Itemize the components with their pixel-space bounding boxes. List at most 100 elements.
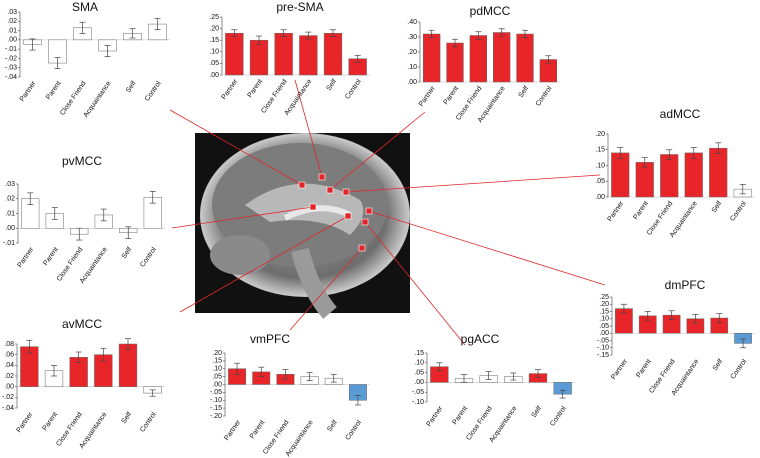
x-tick-label: Partner	[16, 411, 35, 434]
error-bar	[258, 366, 265, 377]
error-bar	[690, 147, 697, 159]
y-tick-label: .00	[407, 79, 417, 86]
x-tick-label: Acquaintance	[669, 200, 699, 239]
y-tick-label: .02	[7, 18, 17, 25]
bar	[611, 152, 630, 198]
error-bar	[428, 29, 435, 39]
bar	[660, 154, 679, 198]
error-bar	[715, 142, 722, 154]
y-tick-label: .05	[212, 373, 222, 380]
y-tick-label: -.03	[5, 65, 17, 72]
error-bar	[149, 389, 156, 397]
y-tick-label: .20	[407, 49, 417, 56]
error-bar	[461, 374, 467, 383]
bar-chart: pre-SMA .00 .05 .10 .15 .20 .25 Partner ParentCl…	[209, 0, 370, 117]
x-tick-label: Control	[730, 358, 749, 381]
bar	[423, 33, 441, 83]
error-bar	[498, 28, 505, 37]
y-tick-label: .15	[209, 37, 219, 44]
y-tick-label: -.04	[5, 74, 17, 81]
x-tick-label: Parent	[452, 405, 470, 426]
x-tick-label: Acquaintance	[79, 246, 109, 285]
error-bar	[75, 351, 82, 364]
y-tick-label: .20	[212, 350, 222, 357]
y-tick-label: -.20	[210, 413, 222, 420]
error-bar	[100, 208, 107, 222]
y-tick-label: .10	[595, 162, 605, 169]
x-tick-label: Parent	[632, 200, 650, 221]
bar	[516, 33, 534, 83]
error-bar	[54, 57, 61, 69]
y-tick-label: .00	[209, 72, 219, 79]
region-markers	[298, 173, 373, 252]
x-tick-label: Close Friend	[465, 405, 494, 442]
y-tick-label: .15	[414, 350, 424, 357]
y-tick-label: .01	[7, 27, 17, 34]
x-tick-label: Self	[517, 85, 530, 99]
x-tick-label: Acquaintance	[488, 405, 518, 444]
error-bar	[76, 227, 83, 241]
error-bar	[129, 28, 136, 39]
x-tick-label: Close Friend	[56, 246, 85, 283]
y-tick-label: .10	[209, 49, 219, 56]
y-tick-label: .00	[599, 330, 609, 337]
error-bar	[666, 149, 673, 160]
error-bar	[104, 45, 111, 57]
y-tick-label: .00	[414, 379, 424, 386]
error-bar	[305, 31, 312, 40]
x-tick-label: Self	[711, 200, 724, 214]
y-tick-label: -.04	[2, 405, 14, 412]
error-bar	[510, 372, 517, 381]
error-bar	[668, 310, 675, 320]
error-bar	[475, 31, 482, 40]
bar	[323, 32, 343, 76]
y-tick-label: .15	[595, 147, 605, 154]
y-tick-label: -.15	[597, 352, 609, 359]
x-tick-label: Partner	[426, 405, 445, 428]
error-bar	[436, 362, 443, 371]
y-tick-label: .01	[5, 210, 15, 217]
bar-chart: vmPFC .20.15.10.05.00-.05-.10-.15-.20Part…	[210, 332, 370, 458]
error-bar	[535, 369, 541, 378]
chart-title: dmPFC	[665, 278, 706, 292]
y-tick-label: .00	[5, 225, 15, 232]
y-tick-label: .03	[5, 181, 15, 188]
bar	[635, 162, 654, 198]
x-tick-label: Close Friend	[260, 78, 289, 115]
bar	[274, 32, 293, 76]
x-tick-label: Parent	[635, 358, 653, 379]
error-bar	[692, 314, 699, 324]
y-tick-label: -.05	[597, 337, 609, 344]
bar	[446, 42, 464, 83]
y-tick-label: .08	[4, 341, 14, 348]
y-tick-label: .30	[407, 34, 417, 41]
error-bar	[282, 369, 289, 380]
x-tick-label: Acquaintance	[283, 78, 313, 117]
y-tick-label: .10	[407, 64, 417, 71]
x-tick-label: Parent	[42, 411, 60, 432]
error-bar	[354, 54, 361, 63]
x-tick-label: Partner	[606, 200, 625, 223]
error-bar	[452, 38, 458, 48]
y-tick-label: .04	[4, 362, 14, 369]
error-bar	[716, 313, 723, 323]
y-tick-label: -.01	[5, 46, 17, 53]
bar	[249, 39, 269, 76]
y-tick-label: .25	[599, 294, 609, 301]
error-bar	[545, 55, 552, 64]
error-bar	[354, 395, 361, 406]
error-bar	[231, 29, 238, 38]
y-tick-label: .15	[212, 358, 222, 365]
error-bar	[280, 29, 287, 38]
x-tick-label: Parent	[247, 78, 265, 99]
chart-title: pre-SMA	[276, 0, 323, 14]
error-bar	[740, 338, 747, 349]
y-tick-label: .05	[209, 60, 219, 67]
y-tick-label: -.15	[210, 405, 222, 412]
y-tick-label: .10	[414, 360, 424, 367]
y-tick-label: .40	[407, 19, 417, 26]
x-tick-label: Control	[344, 419, 363, 442]
